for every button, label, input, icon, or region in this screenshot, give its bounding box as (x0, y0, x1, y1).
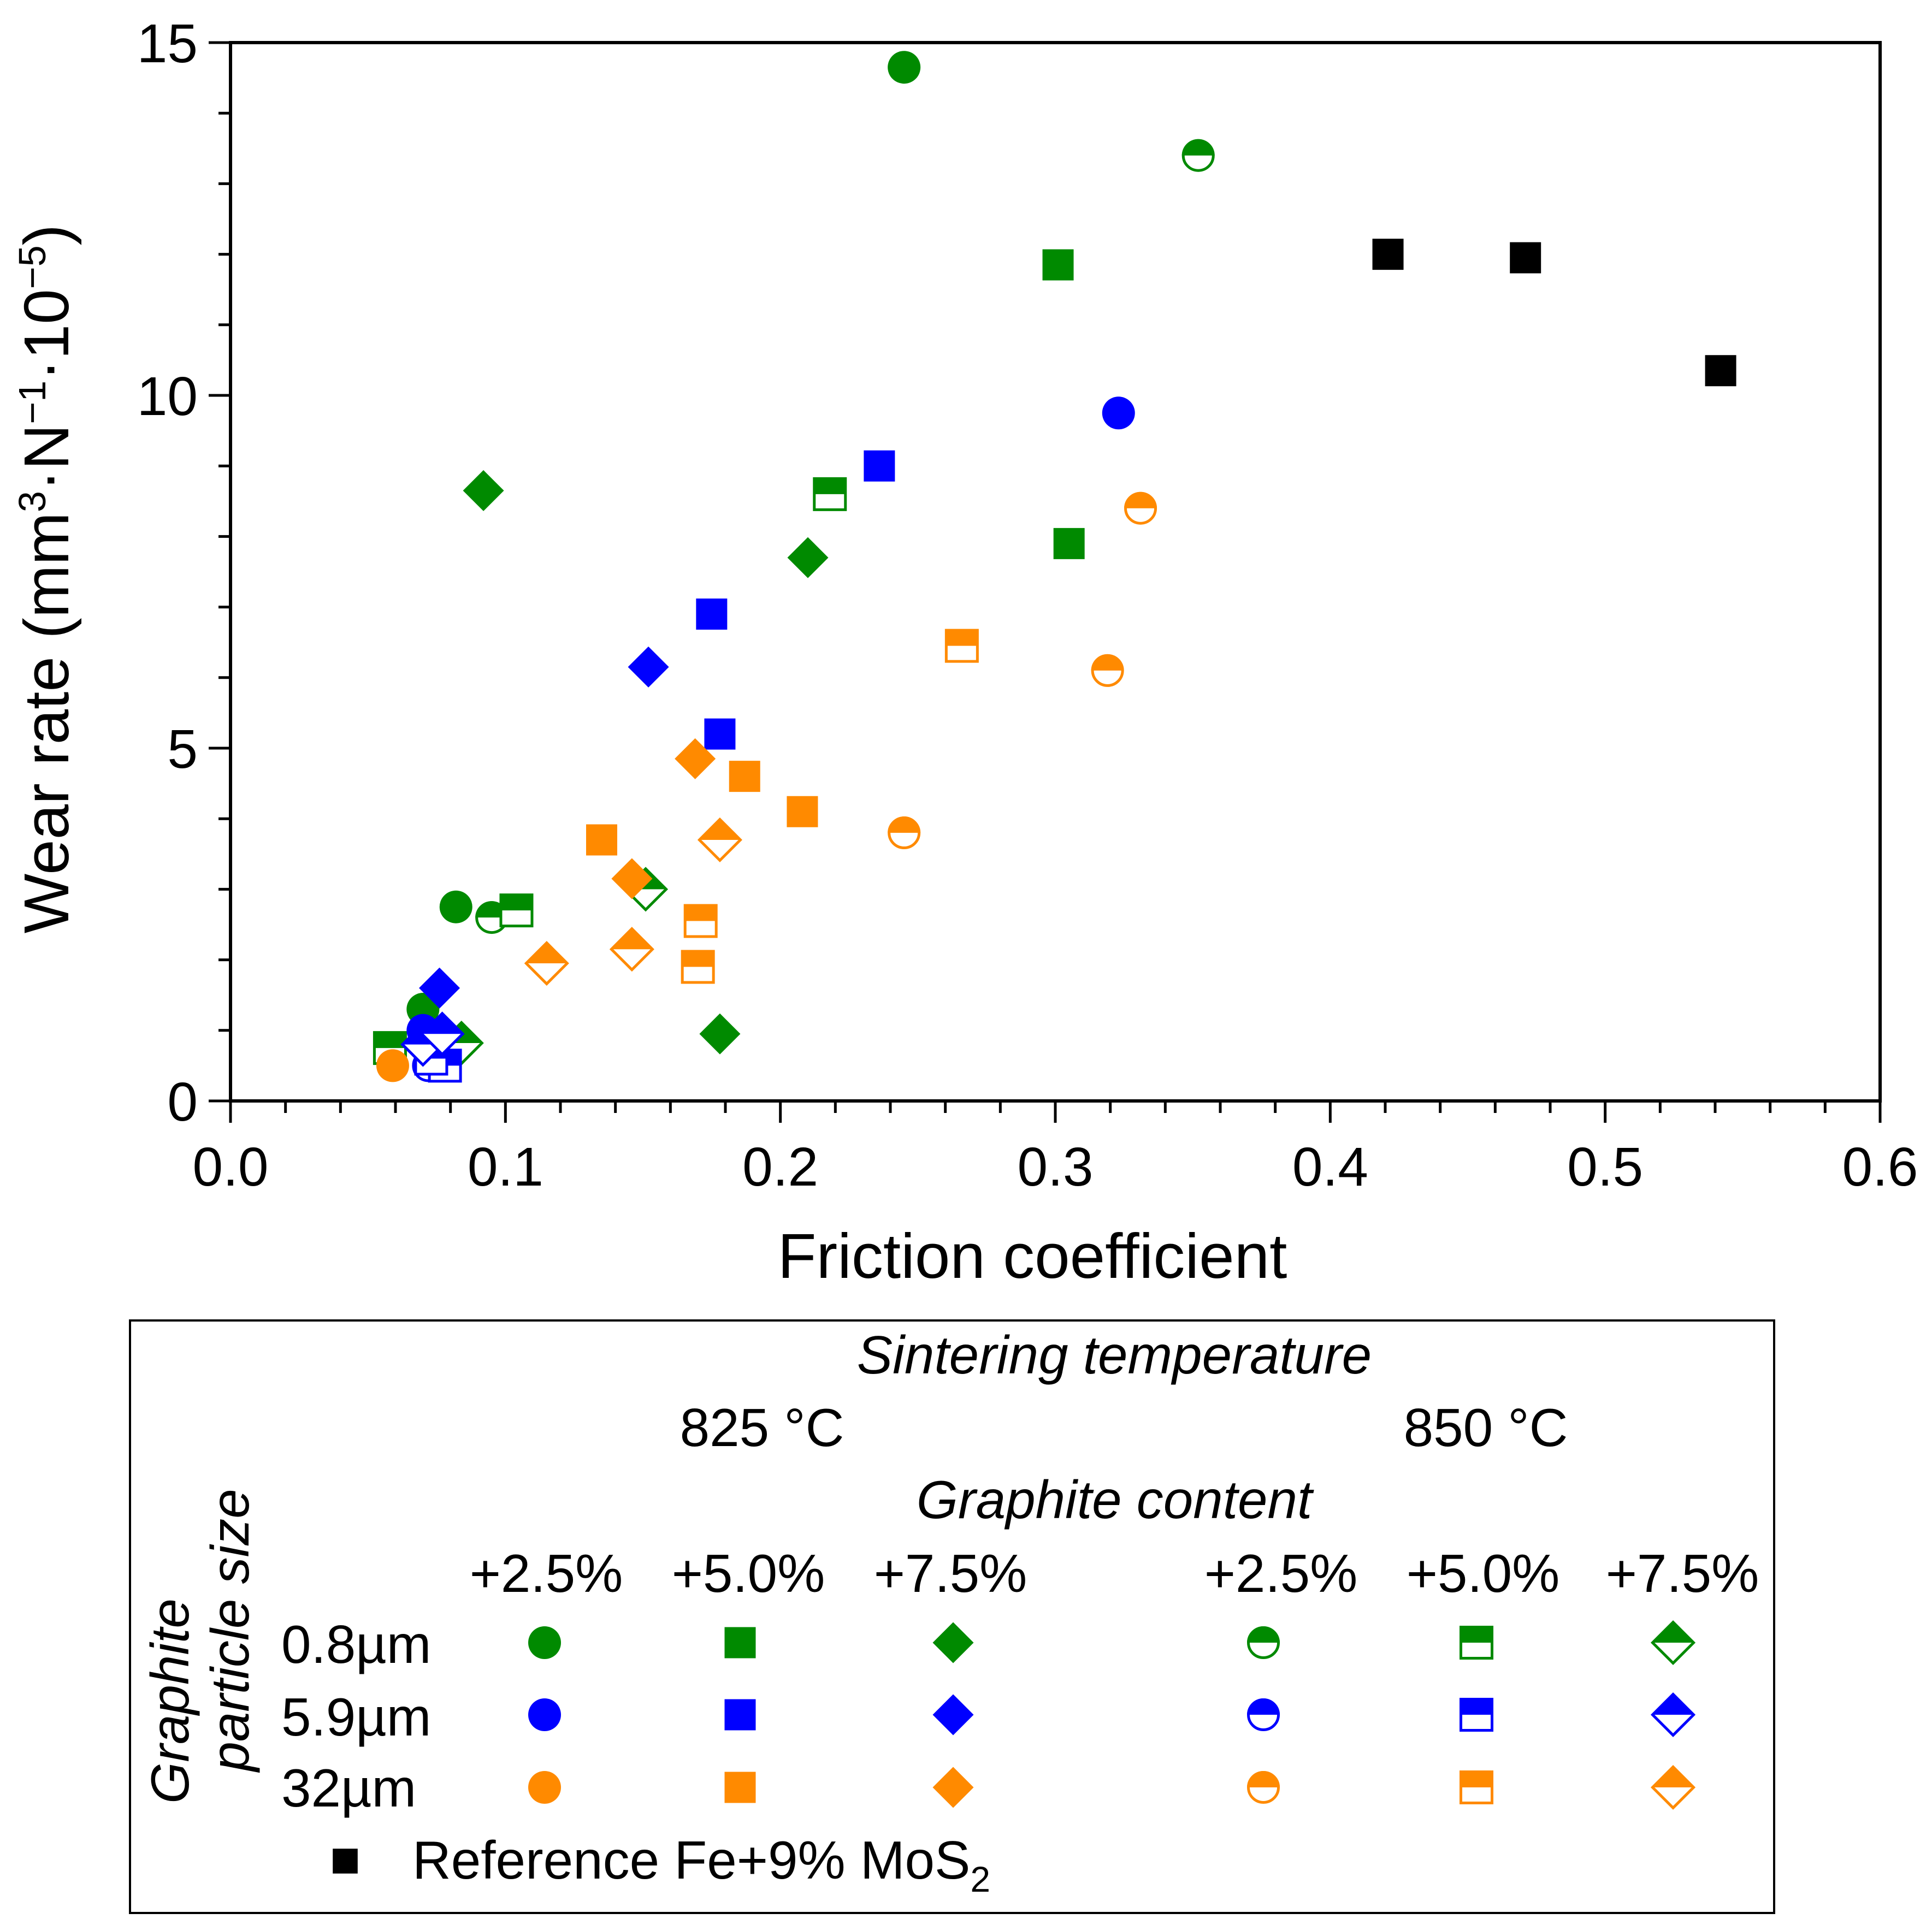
legend-marker (1650, 1692, 1696, 1738)
legend-content-825-2-5: +2.5% (470, 1543, 623, 1603)
legend-marker (724, 1772, 756, 1803)
data-point (1705, 355, 1736, 387)
legend-temp-850: 850 °C (1404, 1397, 1568, 1458)
data-points (373, 51, 1736, 1083)
legend-marker (1460, 1698, 1493, 1732)
x-tick-label: 0.6 (1842, 1136, 1918, 1198)
legend-reference-label: Reference Fe+9% MoS2 (412, 1830, 990, 1899)
plot-area (229, 41, 1882, 1103)
data-point (1042, 249, 1074, 281)
legend-sintering-title: Sintering temperature (857, 1325, 1372, 1385)
legend-temp-825: 825 °C (680, 1397, 844, 1458)
data-point (787, 537, 829, 578)
data-point (1372, 239, 1404, 270)
data-point (683, 904, 718, 938)
x-tick-label: 0.1 (468, 1136, 543, 1198)
data-point (888, 816, 921, 850)
data-point (1124, 491, 1157, 525)
y-tick-label: 10 (137, 366, 198, 427)
data-point (1510, 242, 1541, 274)
y-tick-label: 5 (167, 719, 198, 780)
data-point (1053, 528, 1085, 559)
legend-reference-subscript: 2 (970, 1859, 990, 1899)
data-point (1102, 396, 1135, 430)
legend-content-825-5-0: +5.0% (672, 1543, 825, 1603)
legend-marker (528, 1626, 561, 1659)
legend-marker-reference (333, 1849, 358, 1874)
legend-marker (1650, 1764, 1696, 1810)
y-tick-label: 15 (137, 13, 198, 74)
data-point (376, 1049, 409, 1082)
legend-size-32: 32µm (281, 1758, 416, 1818)
legend-marker (528, 1771, 561, 1804)
data-point (699, 1013, 741, 1055)
data-point (1091, 654, 1124, 687)
legend-size-title-line2: particle size (200, 1489, 260, 1773)
axes: 0.0 0.1 0.2 0.3 0.4 0.5 0.6 0 5 10 15 (137, 13, 1918, 1198)
y-tick-label: 0 (167, 1071, 198, 1133)
legend-size-0-8: 0.8µm (281, 1614, 431, 1674)
legend-content-825-7-5: +7.5% (874, 1543, 1027, 1603)
data-point (675, 738, 716, 779)
legend-content-850-5-0: +5.0% (1407, 1543, 1560, 1603)
legend-marker (932, 1767, 974, 1808)
data-point (419, 967, 460, 1009)
data-point (586, 824, 617, 856)
data-point (864, 450, 895, 482)
legend-marker (1650, 1620, 1696, 1666)
legend-marker (1460, 1626, 1493, 1660)
data-point (813, 477, 847, 511)
legend-marker (1247, 1771, 1280, 1804)
x-tick-label: 0.5 (1567, 1136, 1643, 1198)
data-point (463, 470, 504, 511)
legend-marker (932, 1622, 974, 1663)
data-point (499, 893, 534, 928)
x-tick-label: 0.2 (742, 1136, 818, 1198)
legend-marker (724, 1699, 756, 1731)
data-point (888, 51, 921, 84)
data-point (609, 927, 654, 972)
data-point (681, 950, 715, 984)
legend-reference-text: Reference Fe+9% MoS (412, 1830, 970, 1890)
data-point (439, 890, 472, 923)
data-point (524, 941, 569, 986)
legend-marker (1247, 1698, 1280, 1731)
legend-content-850-2-5: +2.5% (1204, 1543, 1358, 1603)
data-point (729, 761, 760, 792)
legend-markers (333, 1620, 1696, 1874)
legend-graphite-title: Graphite content (917, 1470, 1314, 1530)
data-point (697, 817, 742, 862)
legend-content-850-7-5: +7.5% (1606, 1543, 1759, 1603)
data-point (787, 796, 818, 827)
legend-marker (1247, 1626, 1280, 1659)
legend-marker (1460, 1770, 1493, 1804)
data-point (628, 646, 669, 688)
data-point (704, 718, 736, 750)
data-point (1181, 139, 1215, 172)
legend-marker (932, 1694, 974, 1736)
data-point (696, 599, 728, 630)
data-point (420, 1011, 465, 1057)
data-point (944, 629, 979, 663)
x-tick-label: 0.4 (1292, 1136, 1368, 1198)
data-point (611, 858, 653, 899)
legend-marker (724, 1627, 756, 1659)
legend-box (129, 1319, 1775, 1914)
x-tick-label: 0.3 (1017, 1136, 1093, 1198)
legend: Sintering temperature 825 °C 850 °C Grap… (140, 1325, 1759, 1899)
x-axis-title: Friction coefficient (778, 1221, 1287, 1292)
x-tick-label: 0.0 (192, 1136, 268, 1198)
y-axis-title: Wear rate (mm3·N−1·10−5) (11, 224, 82, 934)
legend-size-5-9: 5.9µm (281, 1687, 431, 1747)
legend-marker (528, 1698, 561, 1731)
legend-size-title-line1: Graphite (140, 1598, 200, 1804)
